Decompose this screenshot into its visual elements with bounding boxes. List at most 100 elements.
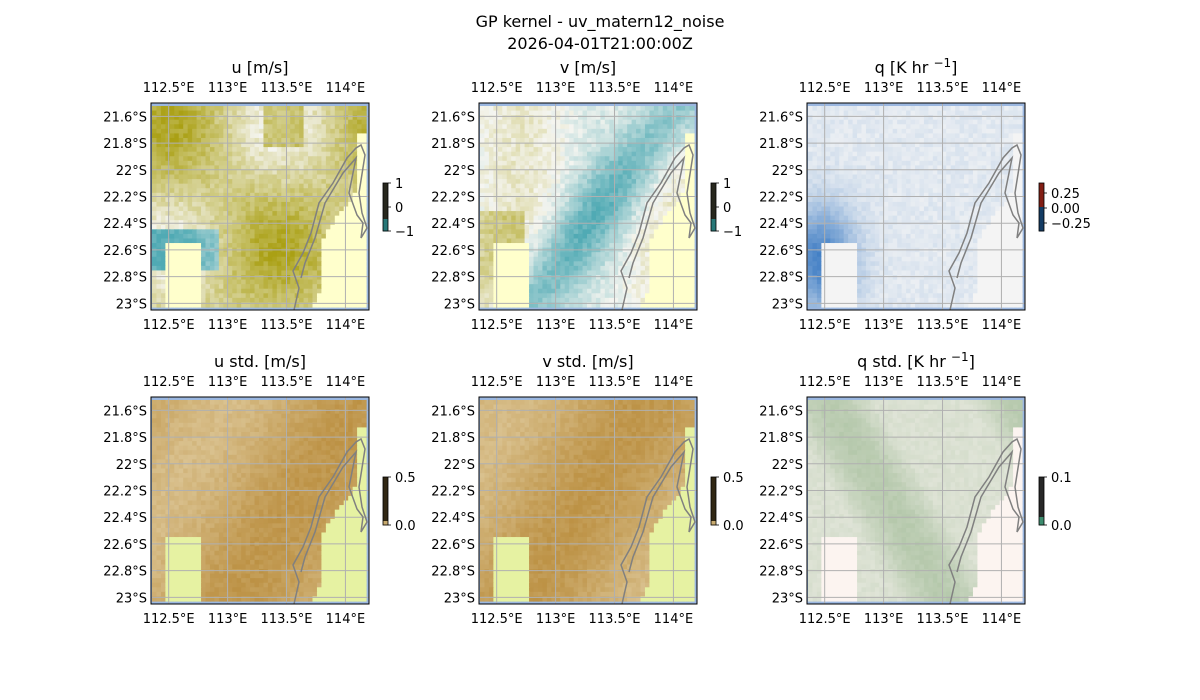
heatmap-cell — [316, 179, 323, 185]
heatmap-cell — [169, 192, 175, 198]
heatmap-cell — [1008, 110, 1014, 116]
colorbar: 10−1 — [710, 177, 742, 240]
heatmap-cell — [480, 279, 486, 285]
heatmap-cell — [676, 147, 682, 153]
heatmap-cell — [667, 288, 673, 294]
heatmap-cell — [343, 124, 349, 130]
heatmap-cell — [480, 183, 486, 189]
heatmap-cell — [201, 151, 207, 157]
colorbar-segment — [711, 207, 716, 210]
heatmap-cell — [156, 297, 162, 304]
heatmap-cell — [604, 156, 610, 162]
heatmap-cell — [649, 197, 655, 203]
heatmap-cell — [808, 115, 814, 121]
heatmap-cell — [232, 215, 238, 221]
heatmap-cell — [977, 137, 983, 144]
heatmap-cell — [330, 156, 336, 162]
heatmap-cell — [591, 261, 597, 267]
heatmap-cell — [209, 284, 216, 290]
heatmap-cell — [511, 169, 517, 176]
heatmap-cell — [484, 206, 490, 212]
heatmap-cell — [928, 124, 934, 130]
heatmap-cell — [950, 160, 956, 166]
heatmap-cell — [1008, 151, 1014, 157]
heatmap-cell — [680, 115, 686, 121]
heatmap-cell — [511, 142, 517, 148]
heatmap-cell — [578, 106, 584, 112]
heatmap-cell — [174, 284, 180, 290]
heatmap-cell — [582, 270, 588, 276]
heatmap-cell — [546, 151, 552, 157]
heatmap-cell — [227, 147, 233, 153]
heatmap-cell — [187, 284, 193, 290]
heatmap-cell — [196, 174, 202, 180]
heatmap-cell — [680, 233, 686, 240]
heatmap-cell — [209, 288, 216, 294]
heatmap-cell — [160, 147, 166, 153]
lat-tick-label: 21.6°S — [103, 110, 147, 125]
heatmap-cell — [352, 119, 358, 125]
heatmap-cell — [312, 156, 318, 162]
heatmap-cell — [169, 142, 175, 148]
heatmap-cell — [156, 179, 162, 185]
heatmap-cell — [955, 151, 961, 157]
heatmap-cell — [999, 124, 1005, 130]
heatmap-cell — [515, 265, 521, 272]
heatmap-cell — [214, 284, 220, 290]
lat-tick-label: 22.8°S — [103, 271, 147, 286]
heatmap-cell — [839, 137, 845, 144]
heatmap-cell — [160, 169, 166, 176]
heatmap-cell — [321, 160, 327, 166]
heatmap-cell — [330, 137, 336, 144]
heatmap-cell — [294, 124, 300, 130]
heatmap-cell — [587, 197, 593, 203]
heatmap-cell — [232, 288, 238, 294]
heatmap-cell — [990, 147, 996, 153]
heatmap-cell — [169, 147, 175, 153]
heatmap-cell — [480, 151, 486, 157]
heatmap-cell — [879, 160, 885, 166]
heatmap-cell — [555, 270, 561, 276]
heatmap-cell — [183, 106, 189, 112]
heatmap-cell — [290, 137, 296, 144]
heatmap-cell — [232, 142, 238, 148]
heatmap-cell — [223, 165, 229, 171]
heatmap-cell — [245, 165, 251, 171]
heatmap-cell — [910, 147, 916, 153]
heatmap-cell — [551, 288, 557, 294]
heatmap-cell — [582, 174, 588, 180]
heatmap-cell — [281, 293, 287, 299]
heatmap-cell — [524, 160, 530, 166]
heatmap-cell — [560, 293, 566, 299]
heatmap-cell — [348, 302, 354, 308]
heatmap-cell — [529, 133, 535, 139]
heatmap-cell — [223, 279, 229, 285]
heatmap-cell — [587, 160, 593, 166]
heatmap-cell — [622, 188, 628, 194]
heatmap-cell — [644, 243, 651, 249]
heatmap-cell — [915, 133, 921, 139]
heatmap-cell — [631, 252, 637, 258]
heatmap-cell — [316, 293, 323, 299]
heatmap-cell — [529, 128, 535, 135]
heatmap-cell — [892, 115, 898, 121]
heatmap-cell — [488, 302, 494, 308]
heatmap-cell — [977, 160, 983, 166]
heatmap-cell — [604, 110, 610, 116]
heatmap-cell — [218, 119, 224, 125]
heatmap-cell — [520, 288, 526, 294]
heatmap-cell — [640, 119, 646, 125]
heatmap-cell — [156, 288, 162, 294]
heatmap-cell — [533, 106, 539, 112]
heatmap-cell — [236, 215, 242, 221]
heatmap-cell — [533, 119, 539, 125]
heatmap-cell — [662, 169, 668, 176]
heatmap-cell — [524, 211, 530, 217]
heatmap-cell — [857, 115, 863, 121]
heatmap-cell — [160, 119, 166, 125]
heatmap-cell — [533, 192, 539, 198]
heatmap-cell — [276, 279, 282, 285]
heatmap-cell — [192, 279, 198, 285]
heatmap-cell — [870, 124, 876, 130]
heatmap-cell — [272, 238, 278, 244]
